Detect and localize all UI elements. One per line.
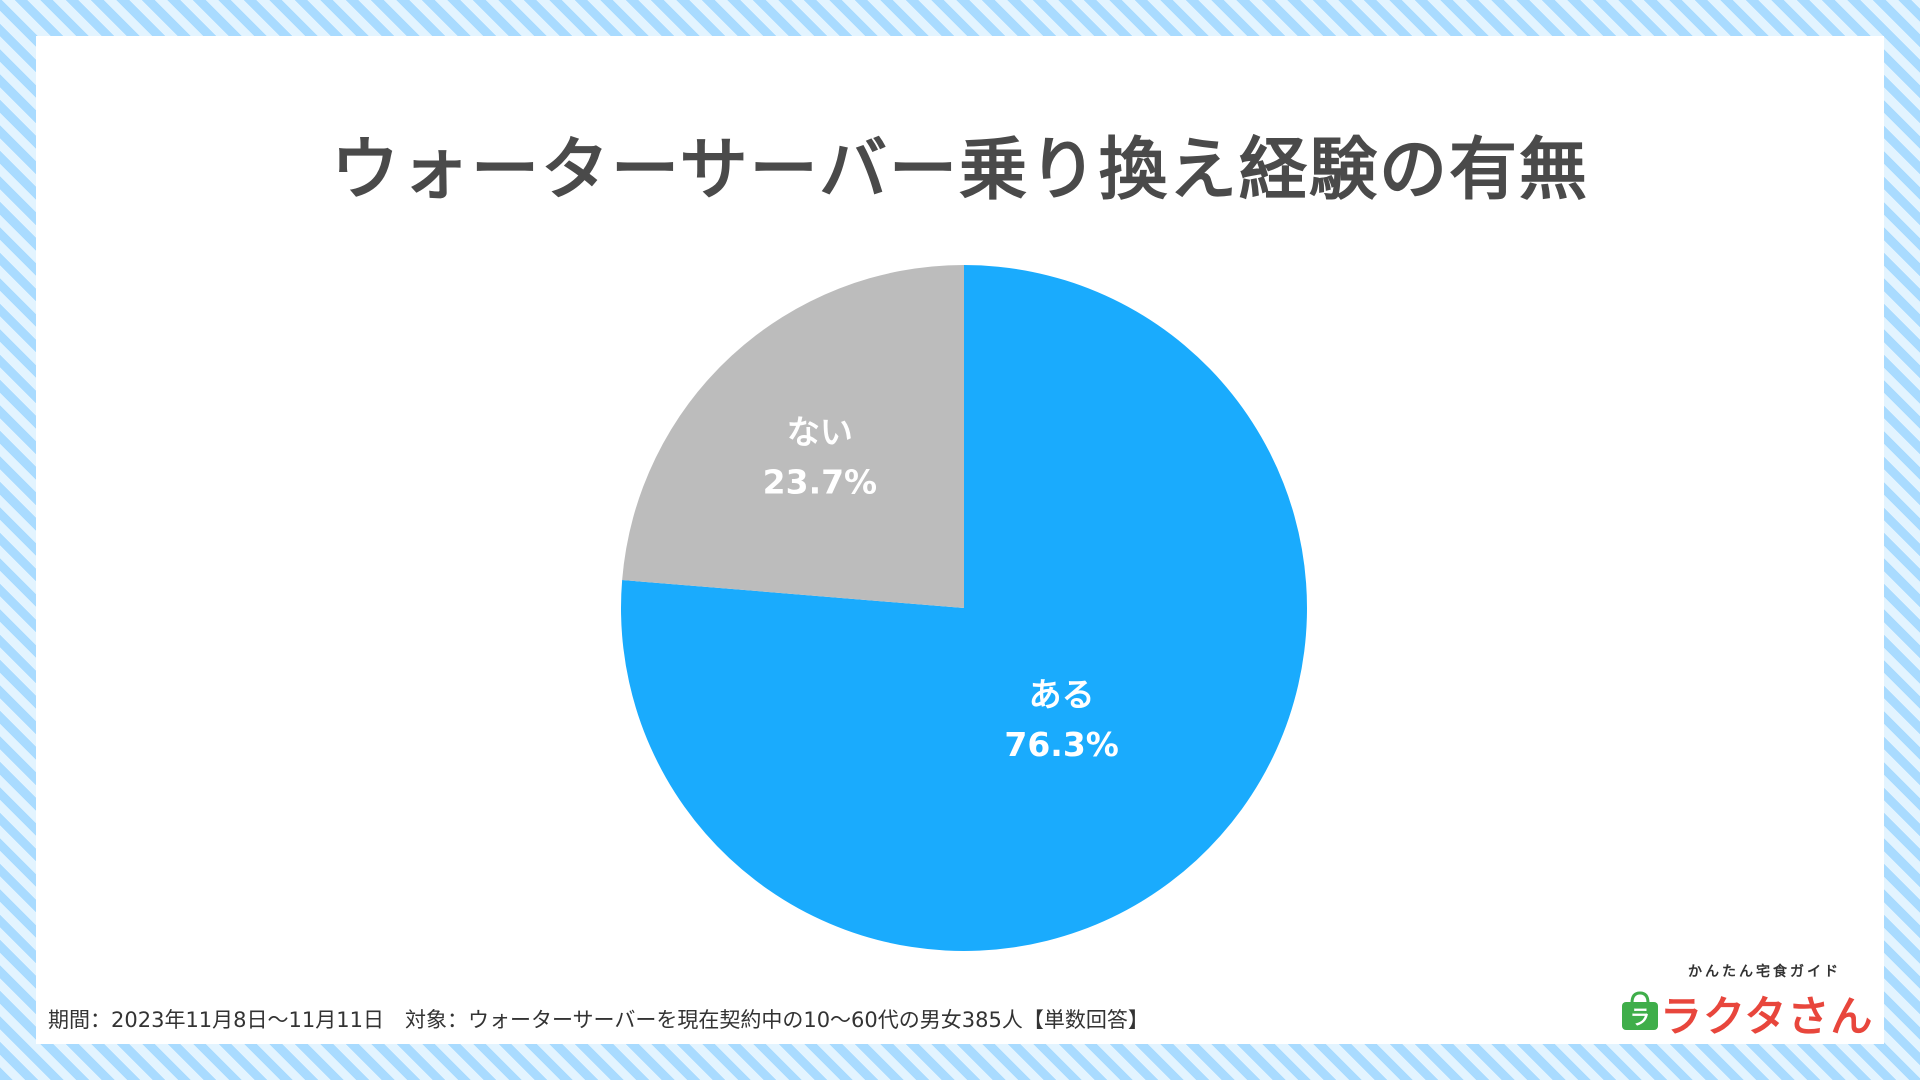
logo-icon-text: ラ [1630, 1005, 1650, 1029]
shopping-bag-icon: ラ [1622, 991, 1658, 1030]
pie-slice-label-1: ない [787, 413, 853, 452]
pie-slice-1 [622, 265, 964, 608]
chart-card: ウォーターサーバー乗り換え経験の有無 ある 76.3% ない 23.7% 期間：202… [36, 36, 1884, 1044]
survey-footnote: 期間：2023年11月8日〜11月11日 対象：ウォーターサーバーを現在契約中の… [48, 1008, 1149, 1032]
pie-chart: ある 76.3% ない 23.7% [620, 265, 1308, 951]
logo-tagline: かんたん宅食ガイド [1688, 964, 1841, 980]
pie-slice-label-0: ある [1029, 675, 1095, 714]
pie-slice-value-1: 23.7% [763, 463, 878, 502]
pie-slice-value-0: 76.3% [1004, 725, 1119, 764]
logo-name: ラクタさん [1660, 992, 1874, 1041]
chart-title: ウォーターサーバー乗り換え経験の有無 [331, 131, 1589, 210]
brand-logo[interactable]: かんたん宅食ガイド ラ ラクタさん [1618, 961, 1888, 1041]
